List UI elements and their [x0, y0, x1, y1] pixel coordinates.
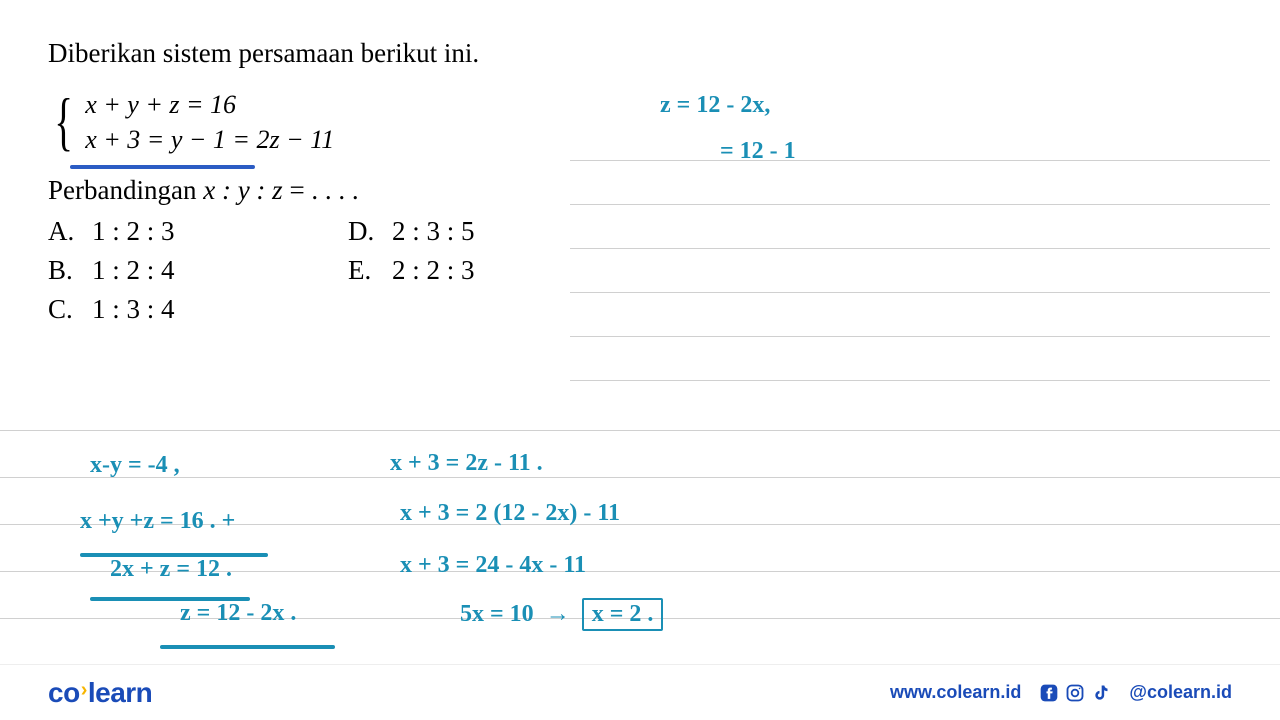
- hw-br4: 5x = 10 → x = 2 .: [460, 598, 663, 631]
- option-text: 1 : 3 : 4: [92, 294, 175, 325]
- hw-b3: 2x + z = 12 .: [110, 556, 232, 583]
- hw-b2: x +y +z = 16 . +: [80, 508, 235, 535]
- hw-b4: z = 12 - 2x .: [180, 600, 296, 627]
- sub-expr: x : y : z: [203, 175, 282, 205]
- option-d: D. 2 : 3 : 5: [348, 216, 628, 247]
- sub-question: Perbandingan x : y : z = . . . .: [48, 175, 1232, 206]
- option-letter: B.: [48, 255, 76, 286]
- footer-right: www.colearn.id @colearn.id: [890, 682, 1232, 703]
- footer: co›learn www.colearn.id @colearn.id: [0, 664, 1280, 720]
- hw-b1: x-y = -4 ,: [90, 452, 180, 479]
- hw-br3: x + 3 = 24 - 4x - 11: [400, 552, 586, 579]
- tiktok-icon: [1091, 683, 1111, 703]
- arrow-icon: →: [546, 601, 570, 627]
- sub-suffix: = . . . .: [283, 175, 359, 205]
- brace-icon: {: [54, 93, 73, 152]
- hw-br4b: x = 2 .: [582, 598, 664, 631]
- option-letter: D.: [348, 216, 376, 247]
- option-letter: A.: [48, 216, 76, 247]
- logo-dot-icon: ›: [81, 679, 87, 701]
- option-b: B. 1 : 2 : 4: [48, 255, 328, 286]
- option-e: E. 2 : 2 : 3: [348, 255, 628, 286]
- hw-br1: x + 3 = 2z - 11 .: [390, 450, 543, 477]
- logo-learn: learn: [88, 677, 152, 708]
- equation-1: x + y + z = 16: [85, 87, 334, 122]
- instagram-icon: [1065, 683, 1085, 703]
- facebook-icon: [1039, 683, 1059, 703]
- answer-options: A. 1 : 2 : 3 D. 2 : 3 : 5 B. 1 : 2 : 4 E…: [48, 216, 1232, 325]
- equation-system: { x + y + z = 16 x + 3 = y − 1 = 2z − 11: [48, 87, 1232, 157]
- hw-top-2: = 12 - 1: [720, 138, 796, 165]
- option-text: 2 : 2 : 3: [392, 255, 475, 286]
- option-letter: E.: [348, 255, 376, 286]
- option-c: C. 1 : 3 : 4: [48, 294, 328, 325]
- equation-2: x + 3 = y − 1 = 2z − 11: [85, 122, 334, 157]
- footer-handle: @colearn.id: [1129, 682, 1232, 703]
- option-a: A. 1 : 2 : 3: [48, 216, 328, 247]
- footer-url: www.colearn.id: [890, 682, 1021, 703]
- social-icons: [1039, 683, 1111, 703]
- option-text: 1 : 2 : 4: [92, 255, 175, 286]
- question-prompt: Diberikan sistem persamaan berikut ini.: [48, 38, 1232, 69]
- option-text: 1 : 2 : 3: [92, 216, 175, 247]
- logo-co: co: [48, 677, 80, 708]
- hw-br4a: 5x = 10: [460, 601, 534, 627]
- sub-prefix: Perbandingan: [48, 175, 203, 205]
- hw-br2: x + 3 = 2 (12 - 2x) - 11: [400, 500, 620, 527]
- brand-logo: co›learn: [48, 677, 152, 709]
- option-text: 2 : 3 : 5: [392, 216, 475, 247]
- option-letter: C.: [48, 294, 76, 325]
- hw-top-1: z = 12 - 2x,: [660, 92, 770, 119]
